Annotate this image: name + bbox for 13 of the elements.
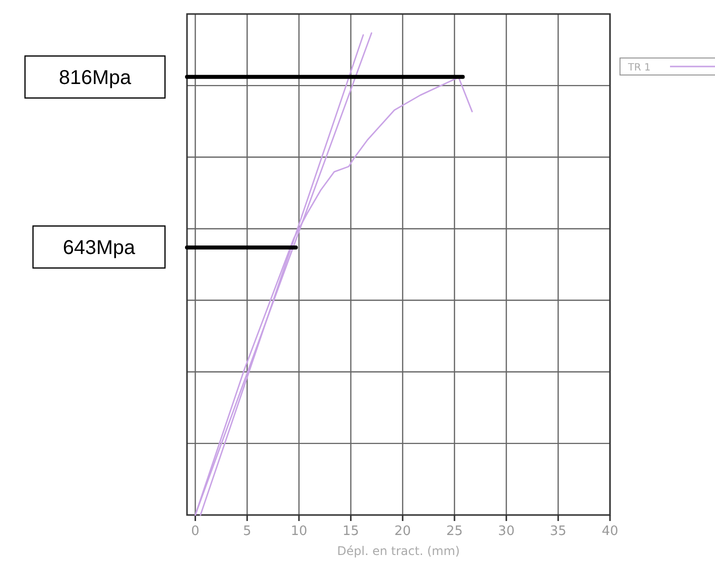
- x-tick-label: 35: [550, 524, 566, 539]
- x-tick-label: 40: [602, 524, 618, 539]
- text: 643Mpa: [62, 237, 136, 259]
- x-tick-label: 30: [498, 524, 515, 539]
- x-tick-label: 20: [394, 524, 411, 539]
- x-tick-label: 5: [242, 524, 252, 539]
- x-tick-label: 15: [342, 524, 360, 539]
- x-axis-title: Dépl. en tract. (mm): [337, 544, 460, 558]
- text: 816Mpa: [58, 67, 132, 89]
- x-tick-label: 25: [446, 524, 463, 539]
- x-tick-label: 10: [290, 524, 308, 539]
- legend-label: TR 1: [627, 62, 651, 74]
- x-tick-label: 0: [191, 524, 200, 539]
